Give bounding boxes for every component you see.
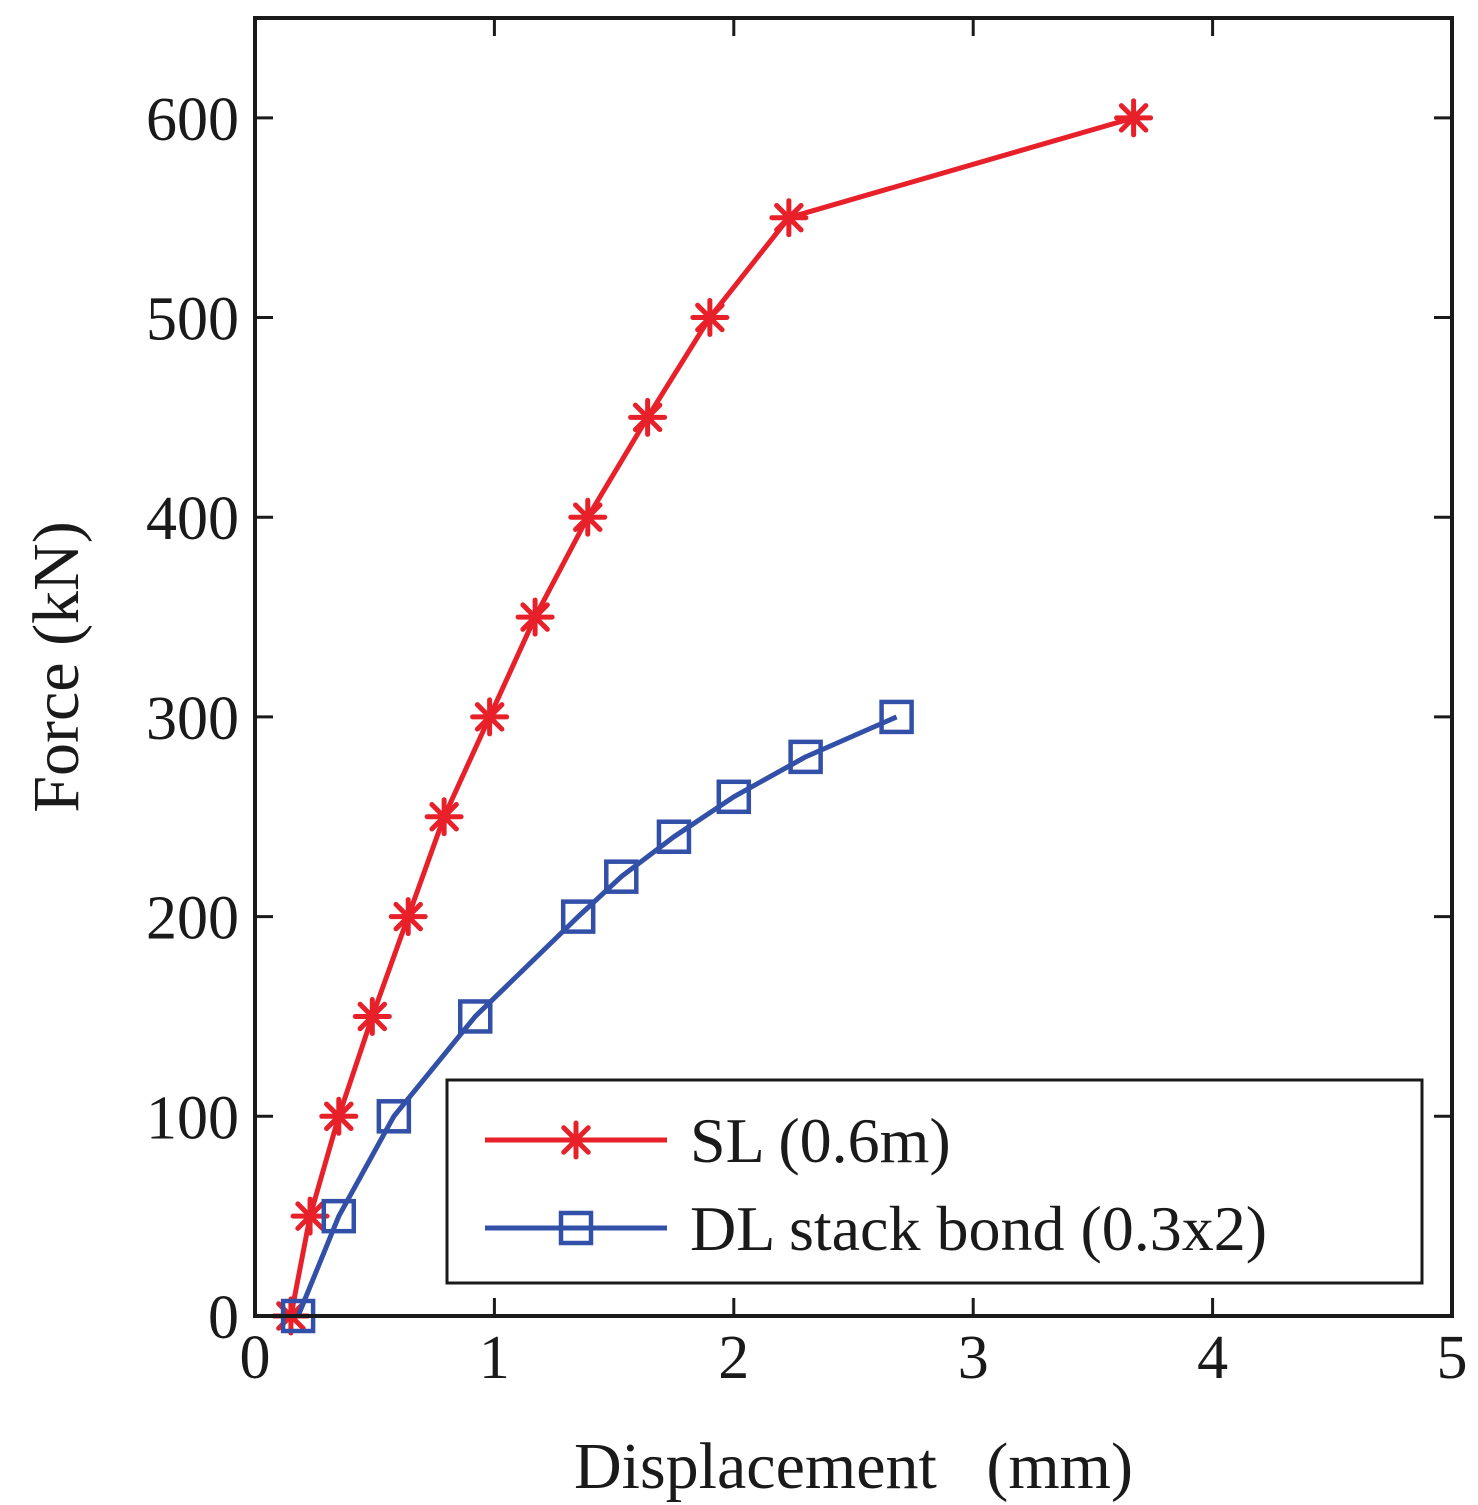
- legend-box: [445, 1078, 1424, 1285]
- y-tick-label: 200: [146, 885, 239, 953]
- legend-label: DL stack bond (0.3x2): [690, 1193, 1267, 1264]
- data-point: [656, 819, 692, 854]
- y-tick-label: 100: [146, 1084, 239, 1152]
- data-point: [470, 697, 510, 737]
- data-point: [457, 999, 493, 1034]
- x-tick-label: 4: [1197, 1324, 1228, 1392]
- data-point: [1114, 98, 1154, 138]
- y-tick-label: 400: [146, 485, 239, 553]
- data-point: [352, 996, 392, 1036]
- data-point: [376, 1099, 412, 1134]
- x-tick-label: 1: [479, 1324, 510, 1392]
- y-axis-label: Force (kN): [20, 521, 93, 812]
- tick-labels: 0 1 2 3 4 5 0 100 200 300 400 500 600: [146, 86, 1468, 1392]
- data-point: [788, 739, 823, 775]
- data-point: [515, 597, 555, 637]
- data-point: [628, 397, 668, 437]
- data-point: [560, 899, 596, 934]
- legend-marker: [558, 1210, 594, 1246]
- series-1: [271, 98, 1154, 1336]
- legend-entry: DL stack bond (0.3x2): [485, 1193, 1267, 1264]
- y-tick-label: 600: [146, 86, 239, 154]
- x-tick-label: 2: [718, 1324, 749, 1392]
- legend: SL (0.6m) DL stack bond (0.3x2): [445, 1078, 1424, 1285]
- data-point: [879, 699, 914, 735]
- data-point: [716, 779, 752, 815]
- legend-label: SL (0.6m): [690, 1105, 951, 1176]
- data-point: [604, 859, 639, 894]
- legend-entry: SL (0.6m): [485, 1105, 951, 1176]
- legend-marker: [556, 1120, 596, 1160]
- data-point: [568, 497, 608, 537]
- x-tick-label: 5: [1437, 1324, 1468, 1392]
- data-point: [319, 1096, 359, 1136]
- data-point: [290, 1196, 330, 1236]
- data-point: [388, 897, 428, 937]
- x-axis-label: Displacement (mm): [574, 1430, 1133, 1503]
- data-point: [321, 1198, 357, 1234]
- y-tick-label: 300: [146, 685, 239, 753]
- data-point: [424, 797, 464, 837]
- data-point: [769, 198, 809, 238]
- series-line: [295, 714, 898, 1317]
- plot-area-frame: [253, 16, 1454, 1318]
- y-tick-label: 0: [208, 1284, 239, 1352]
- data-point: [690, 298, 730, 338]
- x-tick-label: 3: [958, 1324, 989, 1392]
- x-tick-label: 0: [240, 1324, 271, 1392]
- y-tick-label: 500: [146, 286, 239, 354]
